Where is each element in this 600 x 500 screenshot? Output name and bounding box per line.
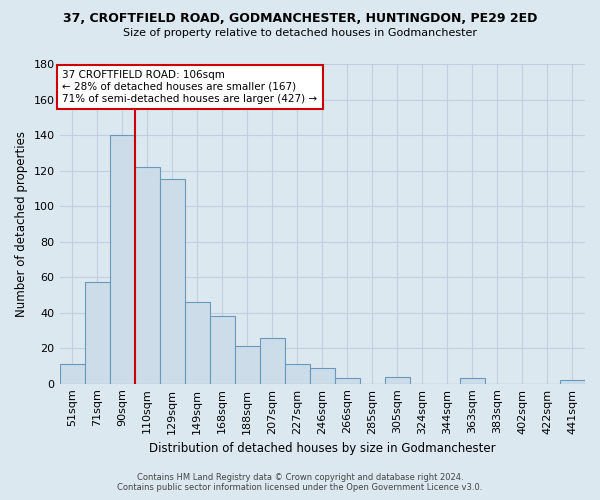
Bar — [260, 338, 285, 384]
Bar — [235, 346, 260, 384]
Bar — [310, 368, 335, 384]
Bar — [110, 135, 134, 384]
Text: 37 CROFTFIELD ROAD: 106sqm
← 28% of detached houses are smaller (167)
71% of sem: 37 CROFTFIELD ROAD: 106sqm ← 28% of deta… — [62, 70, 317, 104]
X-axis label: Distribution of detached houses by size in Godmanchester: Distribution of detached houses by size … — [149, 442, 496, 455]
Bar — [335, 378, 360, 384]
Bar — [134, 167, 160, 384]
Bar — [59, 364, 85, 384]
Text: Size of property relative to detached houses in Godmanchester: Size of property relative to detached ho… — [123, 28, 477, 38]
Bar — [560, 380, 585, 384]
Bar — [160, 180, 185, 384]
Bar — [185, 302, 209, 384]
Text: 37, CROFTFIELD ROAD, GODMANCHESTER, HUNTINGDON, PE29 2ED: 37, CROFTFIELD ROAD, GODMANCHESTER, HUNT… — [63, 12, 537, 26]
Bar — [85, 282, 110, 384]
Bar — [209, 316, 235, 384]
Y-axis label: Number of detached properties: Number of detached properties — [15, 131, 28, 317]
Text: Contains HM Land Registry data © Crown copyright and database right 2024.
Contai: Contains HM Land Registry data © Crown c… — [118, 473, 482, 492]
Bar — [385, 376, 410, 384]
Bar — [285, 364, 310, 384]
Bar — [460, 378, 485, 384]
